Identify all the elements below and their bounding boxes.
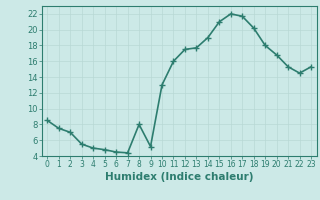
X-axis label: Humidex (Indice chaleur): Humidex (Indice chaleur)	[105, 172, 253, 182]
